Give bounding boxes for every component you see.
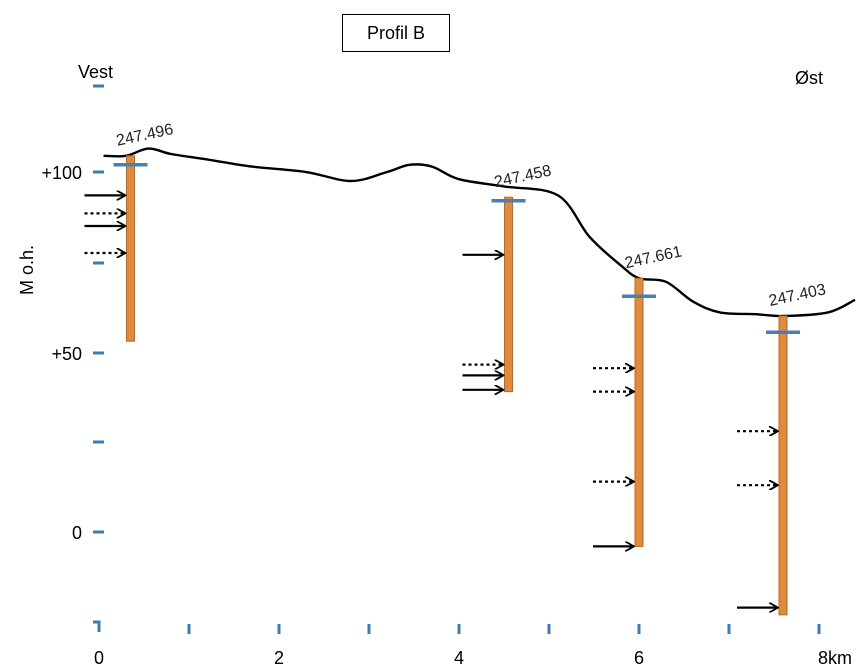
x-axis: 0 2 4 6 8km <box>93 620 852 668</box>
borehole-id-label: 247.496 <box>115 121 175 150</box>
borehole-id-label: 247.661 <box>623 243 683 272</box>
borehole-casing <box>634 277 644 547</box>
x-tick-label: 6 <box>634 648 644 668</box>
borehole-id-label: 247.458 <box>493 162 553 191</box>
profile-title: Profil B <box>342 14 450 52</box>
y-tick-label: +50 <box>51 344 82 364</box>
borehole-casing <box>778 315 788 616</box>
y-axis-label: M o.h. <box>17 245 37 295</box>
east-label: Øst <box>795 68 823 88</box>
x-tick-label: 0 <box>94 648 104 668</box>
x-tick-label: 8km <box>818 648 852 668</box>
borehole-casing <box>504 196 513 393</box>
y-axis: +100 +50 0 <box>41 84 104 543</box>
borehole: 247.458 <box>462 162 553 393</box>
x-tick-label: 2 <box>274 648 284 668</box>
borehole-id-label: 247.403 <box>767 281 827 310</box>
y-tick-label: +100 <box>41 163 82 183</box>
boreholes: 247.496 247.458 247.661 247.403 <box>84 121 828 616</box>
y-tick-label: 0 <box>72 523 82 543</box>
x-tick-label: 4 <box>454 648 464 668</box>
west-label: Vest <box>78 62 113 82</box>
x-axis-corner <box>93 620 101 632</box>
borehole: 247.403 <box>737 281 828 616</box>
borehole: 247.661 <box>593 243 684 546</box>
borehole-casing <box>126 155 135 342</box>
terrain-profile-line <box>103 147 856 318</box>
